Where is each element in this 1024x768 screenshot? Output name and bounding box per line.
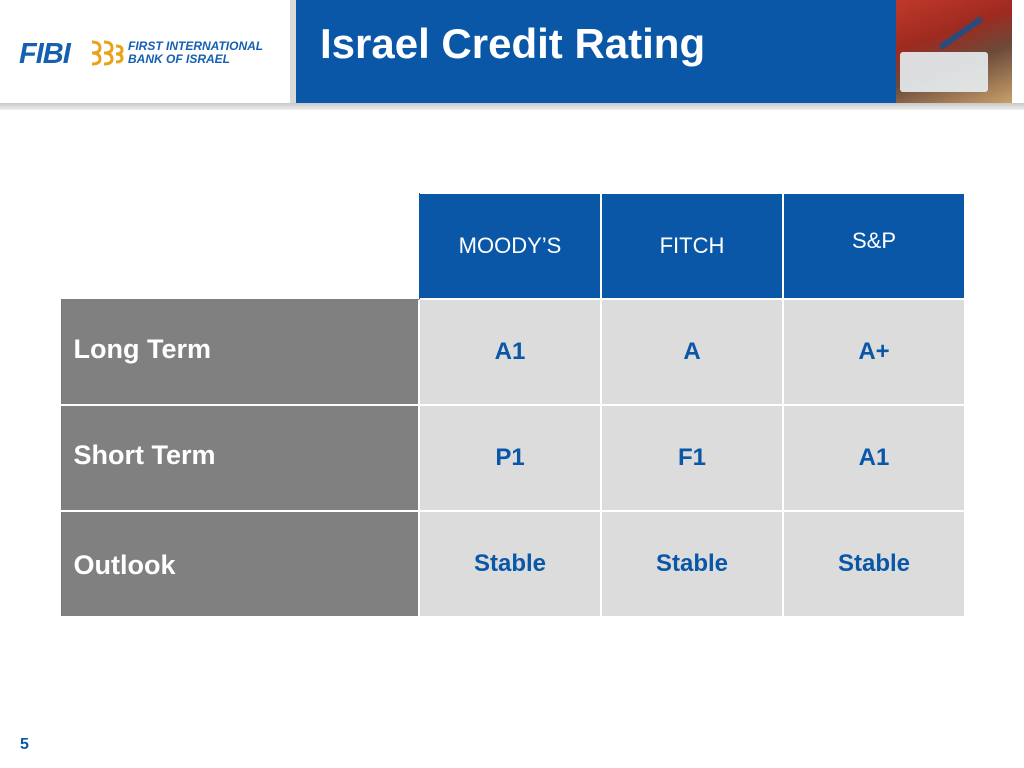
photo-tool-shape: [938, 16, 984, 50]
page-title: Israel Credit Rating: [320, 20, 706, 67]
cell-long-term-moodys: A1: [418, 298, 602, 406]
credit-rating-table: MOODY’S FITCH S&P Long Term A1 A A+ Shor…: [60, 192, 966, 618]
header-edge: [1012, 0, 1024, 103]
title-bar: Israel Credit Rating: [296, 0, 896, 103]
column-header-moodys: MOODY’S: [418, 192, 602, 300]
row-label-short-term: Short Term: [60, 404, 420, 512]
header-divider: [0, 103, 1024, 110]
photo-box-shape: [900, 52, 988, 92]
logo-wordmark: FIBI: [19, 38, 71, 70]
logo-bank-name: FIRST INTERNATIONAL BANK OF ISRAEL: [128, 40, 278, 66]
cell-long-term-sp: A+: [782, 298, 966, 406]
cell-outlook-sp: Stable: [782, 510, 966, 618]
logo-mark-icon: [91, 40, 124, 66]
logo-bank-name-line1: FIRST INTERNATIONAL: [128, 39, 264, 53]
paint-box-photo-icon: [896, 0, 1012, 103]
page-number: 5: [20, 736, 29, 753]
logo-bank-name-line2: BANK OF ISRAEL: [128, 52, 230, 66]
row-label-long-term: Long Term: [60, 298, 420, 406]
cell-outlook-fitch: Stable: [600, 510, 784, 618]
column-header-sp: S&P: [782, 192, 966, 300]
table-row: Long Term A1 A A+: [60, 298, 966, 406]
slide-header: FIBI FIRST INTERNATIONAL BANK OF ISRAEL …: [0, 0, 1024, 110]
cell-short-term-fitch: F1: [600, 404, 784, 512]
table-row: Outlook Stable Stable Stable: [60, 510, 966, 618]
cell-long-term-fitch: A: [600, 298, 784, 406]
table-header-row: MOODY’S FITCH S&P: [61, 192, 966, 300]
table-row: Short Term P1 F1 A1: [60, 404, 966, 512]
cell-outlook-moodys: Stable: [418, 510, 602, 618]
cell-short-term-moodys: P1: [418, 404, 602, 512]
row-label-outlook: Outlook: [60, 510, 420, 618]
table-corner-cell: [61, 193, 419, 299]
column-header-fitch: FITCH: [600, 192, 784, 300]
cell-short-term-sp: A1: [782, 404, 966, 512]
bank-logo: FIBI FIRST INTERNATIONAL BANK OF ISRAEL: [0, 0, 296, 103]
